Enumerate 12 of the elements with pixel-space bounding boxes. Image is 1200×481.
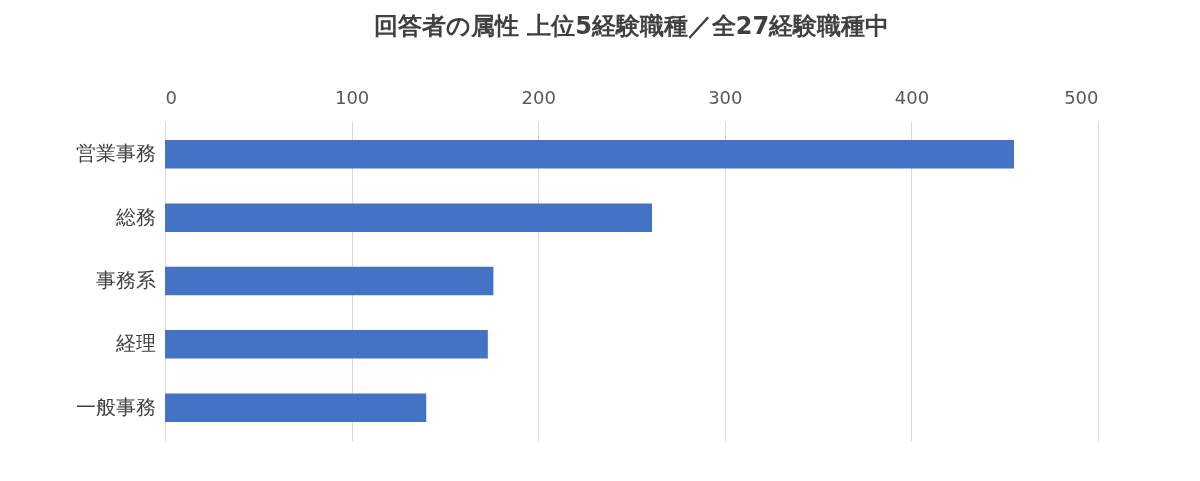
y-tick-label: 一般事務 [75,394,156,419]
y-tick-label: 事務系 [95,268,156,292]
x-tick-label: 200 [521,86,556,108]
x-tick-label: 500 [1064,86,1099,108]
x-tick-label: 400 [894,86,930,108]
x-tick-label: 100 [334,86,370,108]
x-tick-label: 0 [165,86,177,108]
y-tick-label: 営業事務 [75,141,156,166]
chart-title: 回答者の属性 上位5経験職種／全27経験職種中 [373,12,890,40]
y-tick-label: 総務 [114,204,156,229]
x-tick-label: 300 [708,86,743,108]
y-tick-label: 経理 [114,331,156,356]
